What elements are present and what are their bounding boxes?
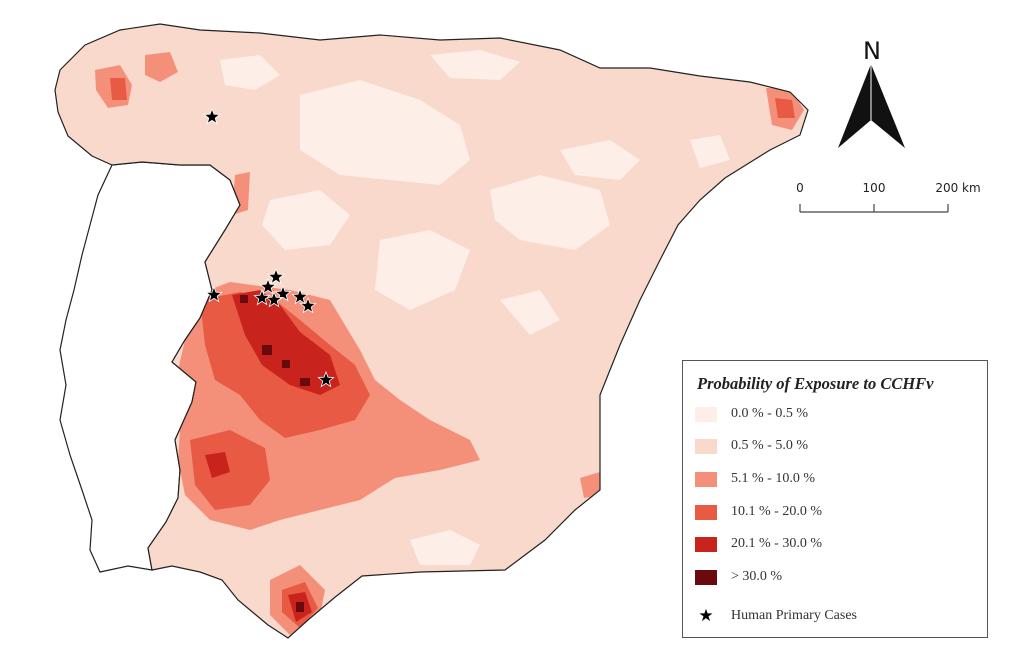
legend-label: 0.0 % - 0.5 % — [731, 406, 808, 421]
case-star-icon — [259, 277, 277, 295]
case-star-icon — [291, 287, 309, 305]
case-star-icon — [299, 296, 317, 314]
legend-row-cases: ★ Human Primary Cases — [695, 605, 857, 627]
legend-row-class: 0.5 % - 5.0 % — [695, 435, 808, 457]
legend-label-cases: Human Primary Cases — [731, 608, 857, 623]
legend-row-class: 0.0 % - 0.5 % — [695, 403, 808, 425]
case-star-icon — [267, 267, 285, 285]
human-case-markers — [203, 107, 335, 388]
legend-row-class: > 30.0 % — [695, 566, 782, 588]
legend: Probability of Exposure to CCHFv 0.0 % -… — [682, 360, 988, 638]
legend-label: 20.1 % - 30.0 % — [731, 536, 822, 551]
legend-swatch — [695, 471, 717, 487]
case-star-icon — [253, 288, 271, 306]
legend-label: 5.1 % - 10.0 % — [731, 471, 815, 486]
legend-title: Probability of Exposure to CCHFv — [697, 374, 934, 393]
legend-swatch — [695, 504, 717, 520]
legend-row-class: 5.1 % - 10.0 % — [695, 468, 815, 490]
case-star-icon — [265, 290, 283, 308]
legend-swatch — [695, 406, 717, 422]
legend-label: > 30.0 % — [731, 569, 783, 584]
svg-text:N: N — [863, 37, 881, 65]
legend-swatch — [695, 536, 717, 552]
scale-tick-200: 200 km — [935, 181, 980, 195]
legend-row-class: 20.1 % - 30.0 % — [695, 533, 822, 555]
north-arrow-icon: N — [838, 37, 905, 148]
legend-swatch — [695, 569, 717, 585]
case-star-icon — [274, 284, 292, 302]
case-star-icon — [205, 285, 223, 303]
legend-swatch — [695, 438, 717, 454]
class-over-30-patches — [240, 295, 310, 612]
scale-bar: 0 100 200 km — [796, 181, 981, 213]
legend-label: 0.5 % - 5.0 % — [731, 438, 808, 453]
legend-row-class: 10.1 % - 20.0 % — [695, 501, 822, 523]
class-20-30-patches — [205, 290, 340, 622]
legend-label: 10.1 % - 20.0 % — [731, 504, 822, 519]
star-icon: ★ — [698, 606, 714, 626]
scale-tick-0: 0 — [796, 181, 804, 195]
scale-tick-100: 100 — [863, 181, 886, 195]
case-star-icon — [203, 107, 221, 125]
case-star-icon — [317, 370, 335, 388]
